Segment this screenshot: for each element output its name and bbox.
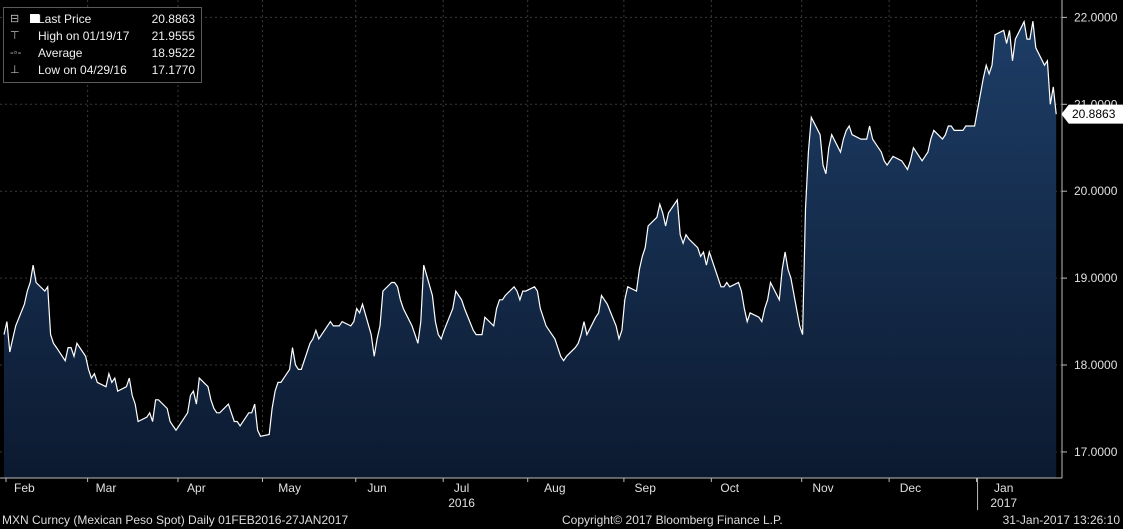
price-line xyxy=(3,19,1057,437)
x-tick-label: Jan xyxy=(994,481,1013,495)
area-series xyxy=(3,19,1057,478)
legend-item-last-price: ⊟ Last Price 20.8863 xyxy=(4,11,201,27)
x-tick-label: Aug xyxy=(544,481,565,495)
x-tick-label: May xyxy=(278,481,301,495)
legend-label: Low on 04/29/16 xyxy=(38,63,127,77)
x-tick-label: Sep xyxy=(635,481,657,495)
low-marker-icon: ⊥ xyxy=(10,64,20,76)
legend-label: Average xyxy=(38,46,83,60)
legend-item-high: ⊤ High on 01/19/17 21.9555 xyxy=(4,28,201,44)
x-tick-label: Jul xyxy=(454,481,469,495)
year-label: 2017 xyxy=(990,496,1017,510)
legend-item-low: ⊥ Low on 04/29/16 17.1770 xyxy=(4,62,201,78)
security-description: MXN Curncy (Mexican Peso Spot) Daily 01F… xyxy=(2,513,349,527)
x-tick-label: Oct xyxy=(720,481,739,495)
x-tick-label: Feb xyxy=(14,481,35,495)
timestamp: 31-Jan-2017 13:26:10 xyxy=(1002,513,1120,527)
y-tick-label: 20.0000 xyxy=(1074,184,1118,198)
y-tick-label: 18.0000 xyxy=(1074,358,1118,372)
last-price-tag-label: 20.8863 xyxy=(1072,107,1116,121)
x-tick-label: Dec xyxy=(900,481,921,495)
price-area-fill xyxy=(4,21,1057,478)
high-marker-icon: ⊤ xyxy=(10,30,20,42)
average-marker-icon: -◦- xyxy=(10,47,22,59)
legend-value: 21.9555 xyxy=(151,29,195,43)
legend-box: ⊟ Last Price 20.8863 ⊤ High on 01/19/17 … xyxy=(3,7,202,83)
x-tick-label: Nov xyxy=(812,481,833,495)
legend-item-average: -◦- Average 18.9522 xyxy=(4,45,201,61)
year-label: 2016 xyxy=(448,496,475,510)
legend-value: 17.1770 xyxy=(151,63,195,77)
x-tick-label: Apr xyxy=(187,481,206,495)
legend-label: High on 01/19/17 xyxy=(38,29,130,43)
legend-label: Last Price xyxy=(38,12,92,26)
x-tick-label: Mar xyxy=(96,481,117,495)
y-tick-label: 22.0000 xyxy=(1074,10,1118,24)
y-tick-label: 17.0000 xyxy=(1074,445,1118,459)
legend-value: 18.9522 xyxy=(151,46,195,60)
collapse-icon[interactable]: ⊟ xyxy=(10,13,20,25)
axes: 17.000018.000019.000020.000021.000022.00… xyxy=(0,0,1123,510)
last-price-tag: 20.8863 xyxy=(1061,104,1123,124)
last-price-tag-bg xyxy=(1061,104,1123,124)
x-tick-label: Jun xyxy=(367,481,386,495)
y-tick-label: 19.0000 xyxy=(1074,271,1118,285)
copyright-text: Copyright© 2017 Bloomberg Finance L.P. xyxy=(562,513,783,527)
legend-value: 20.8863 xyxy=(151,12,195,26)
last-price-swatch xyxy=(30,14,39,23)
